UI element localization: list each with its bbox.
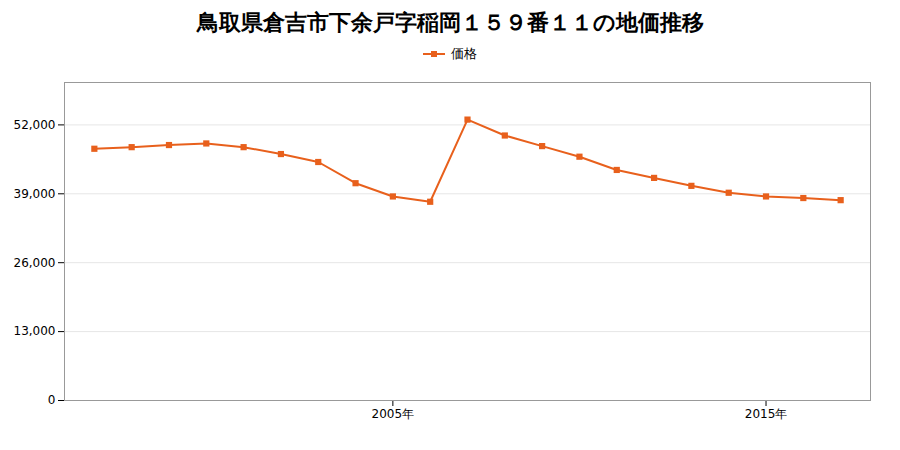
svg-text:39,000: 39,000 [14, 187, 56, 201]
svg-text:26,000: 26,000 [14, 256, 56, 270]
svg-text:2015年: 2015年 [745, 407, 788, 421]
svg-text:52,000: 52,000 [14, 118, 56, 132]
html-text:鳥取県倉吉市下余戸字稲岡１５９番１１の地価推移: 鳥取県倉吉市下余戸字稲岡１５９番１１の地価推移 [196, 10, 704, 35]
svg-text:13,000: 13,000 [14, 324, 56, 338]
svg-text:0: 0 [48, 393, 56, 407]
html-text:価格: 価格 [451, 46, 477, 61]
svg-text:2005年: 2005年 [372, 407, 415, 421]
